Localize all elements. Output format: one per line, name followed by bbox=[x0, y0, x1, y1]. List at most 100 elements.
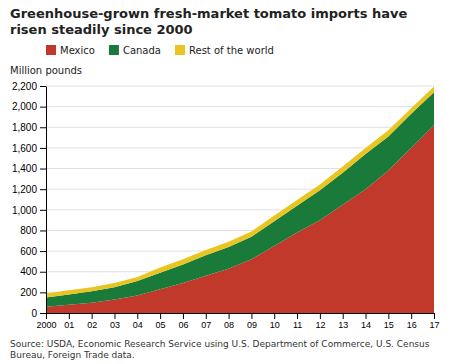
y-axis: 0 200 400 600 800 1,000 1,200 1,400 1,600 1,800 2,… bbox=[12, 81, 47, 319]
x-tick: 09 bbox=[247, 313, 257, 330]
x-tick-mark bbox=[320, 313, 321, 319]
y-tick: 1,400 bbox=[12, 163, 46, 174]
x-tick: 16 bbox=[407, 313, 417, 330]
legend-swatch bbox=[109, 45, 119, 55]
y-tick: 400 bbox=[20, 266, 46, 277]
x-tick-mark bbox=[434, 313, 435, 319]
x-tick-label: 15 bbox=[384, 320, 394, 330]
area bbox=[46, 92, 434, 307]
x-tick-label: 2000 bbox=[36, 320, 56, 330]
plot-area bbox=[46, 87, 434, 313]
x-tick-mark bbox=[160, 313, 161, 319]
x-tick-label: 08 bbox=[224, 320, 234, 330]
legend-item: Mexico bbox=[46, 45, 95, 56]
x-tick: 15 bbox=[384, 313, 394, 330]
legend-swatch bbox=[175, 45, 185, 55]
x-tick-label: 03 bbox=[110, 320, 120, 330]
x-tick-label: 11 bbox=[293, 320, 302, 330]
x-tick: 2000 bbox=[36, 313, 56, 330]
y-tick: 1,000 bbox=[12, 205, 46, 216]
legend-item: Canada bbox=[109, 45, 161, 56]
x-tick-label: 17 bbox=[429, 320, 439, 330]
x-tick-label: 02 bbox=[87, 320, 97, 330]
grid-line bbox=[46, 106, 434, 107]
y-tick-label: 1,200 bbox=[12, 184, 37, 195]
source-note: Source: USDA, Economic Research Service … bbox=[10, 339, 430, 360]
x-tick: 04 bbox=[133, 313, 143, 330]
x-tick: 07 bbox=[201, 313, 211, 330]
y-tick-mark bbox=[40, 251, 46, 252]
y-tick-label: 400 bbox=[20, 266, 37, 277]
text-line: Source: USDA, Economic Research Service … bbox=[10, 339, 430, 349]
x-tick: 11 bbox=[293, 313, 302, 330]
y-tick: 2,200 bbox=[12, 81, 46, 92]
x-tick: 03 bbox=[110, 313, 120, 330]
y-tick-label: 1,600 bbox=[12, 143, 37, 154]
x-tick: 05 bbox=[156, 313, 166, 330]
y-tick: 200 bbox=[20, 287, 46, 298]
y-tick-label: 2,200 bbox=[12, 81, 37, 92]
y-tick-label: 1,000 bbox=[12, 205, 37, 216]
y-tick: 1,800 bbox=[12, 122, 46, 133]
x-tick: 17 bbox=[429, 313, 439, 330]
x-tick: 12 bbox=[315, 313, 325, 330]
y-tick: 0 bbox=[31, 308, 46, 319]
x-tick-mark bbox=[297, 313, 298, 319]
x-tick: 01 bbox=[64, 313, 74, 330]
x-tick-mark bbox=[366, 313, 367, 319]
y-tick-mark bbox=[40, 210, 46, 211]
x-tick-mark bbox=[92, 313, 93, 319]
y-tick-label: 0 bbox=[31, 308, 37, 319]
y-tick-label: 1,800 bbox=[12, 122, 37, 133]
y-tick-mark bbox=[40, 148, 46, 149]
x-axis: 20000102030405060708091011121314151617 bbox=[36, 313, 439, 330]
grid-line bbox=[46, 86, 434, 87]
y-tick-mark bbox=[40, 86, 46, 87]
y-tick-label: 800 bbox=[20, 225, 37, 236]
x-tick-label: 07 bbox=[201, 320, 211, 330]
x-axis-line bbox=[47, 313, 435, 314]
x-tick-mark bbox=[229, 313, 230, 319]
y-tick-mark bbox=[40, 230, 46, 231]
x-tick-mark bbox=[69, 313, 70, 319]
x-tick: 08 bbox=[224, 313, 234, 330]
y-tick-mark bbox=[40, 272, 46, 273]
y-tick: 800 bbox=[20, 225, 46, 236]
y-tick-mark bbox=[40, 292, 46, 293]
grid bbox=[46, 86, 434, 313]
x-tick-mark bbox=[251, 313, 252, 319]
y-tick: 2,000 bbox=[12, 101, 46, 112]
legend-label: Canada bbox=[123, 45, 161, 56]
y-tick-mark bbox=[40, 169, 46, 170]
x-tick-label: 10 bbox=[270, 320, 280, 330]
x-tick-mark bbox=[46, 313, 47, 319]
x-tick: 02 bbox=[87, 313, 97, 330]
y-tick-mark bbox=[40, 313, 46, 314]
x-tick: 10 bbox=[270, 313, 280, 330]
x-tick-mark bbox=[388, 313, 389, 319]
x-tick-mark bbox=[411, 313, 412, 319]
y-tick: 600 bbox=[20, 246, 46, 257]
y-axis-line bbox=[46, 87, 47, 314]
text-line: Bureau, Foreign Trade data. bbox=[10, 350, 135, 360]
y-tick: 1,200 bbox=[12, 184, 46, 195]
x-tick-mark bbox=[114, 313, 115, 319]
y-tick-label: 600 bbox=[20, 246, 37, 257]
x-tick-mark bbox=[274, 313, 275, 319]
x-tick-label: 01 bbox=[64, 320, 74, 330]
legend: Mexico Canada Rest of the world bbox=[46, 45, 274, 56]
x-tick-label: 16 bbox=[407, 320, 417, 330]
chart: Greenhouse-grown fresh-market tomato imp… bbox=[0, 0, 450, 364]
text-line: risen steadily since 2000 bbox=[10, 22, 193, 37]
area bbox=[46, 87, 434, 298]
x-tick-label: 06 bbox=[178, 320, 188, 330]
legend-item: Rest of the world bbox=[175, 45, 274, 56]
x-tick: 14 bbox=[361, 313, 371, 330]
x-tick-label: 05 bbox=[156, 320, 166, 330]
legend-label: Rest of the world bbox=[189, 45, 274, 56]
y-tick-label: 200 bbox=[20, 287, 37, 298]
x-tick-label: 12 bbox=[315, 320, 325, 330]
x-tick-label: 14 bbox=[361, 320, 371, 330]
y-tick-label: 1,400 bbox=[12, 163, 37, 174]
x-tick-mark bbox=[137, 313, 138, 319]
